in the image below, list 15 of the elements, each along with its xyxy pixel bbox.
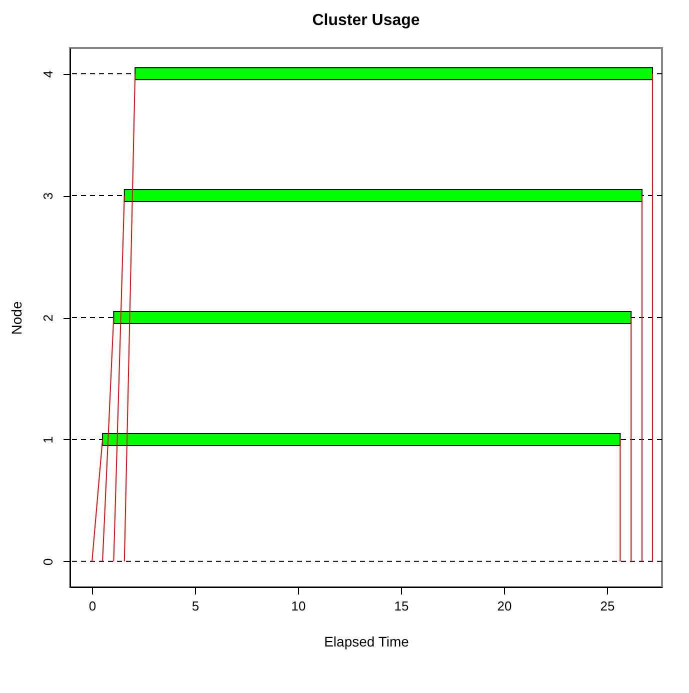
y-tick-label: 0 xyxy=(40,558,56,566)
x-tick-label: 15 xyxy=(394,598,409,614)
x-axis-title: Elapsed Time xyxy=(324,634,410,650)
chart-title: Cluster Usage xyxy=(312,12,420,29)
y-axis-title: Node xyxy=(8,301,24,335)
bar xyxy=(134,67,654,80)
x-tick-label: 25 xyxy=(600,598,615,614)
x-tick-label: 10 xyxy=(291,598,306,614)
y-tick-label: 2 xyxy=(40,314,56,322)
y-tick-label: 1 xyxy=(40,436,56,444)
x-tick-label: 0 xyxy=(88,598,96,614)
y-tick-label: 3 xyxy=(40,192,56,200)
x-tick-label: 5 xyxy=(192,598,200,614)
x-tick-label: 20 xyxy=(497,598,512,614)
y-tick-label: 4 xyxy=(40,70,56,78)
